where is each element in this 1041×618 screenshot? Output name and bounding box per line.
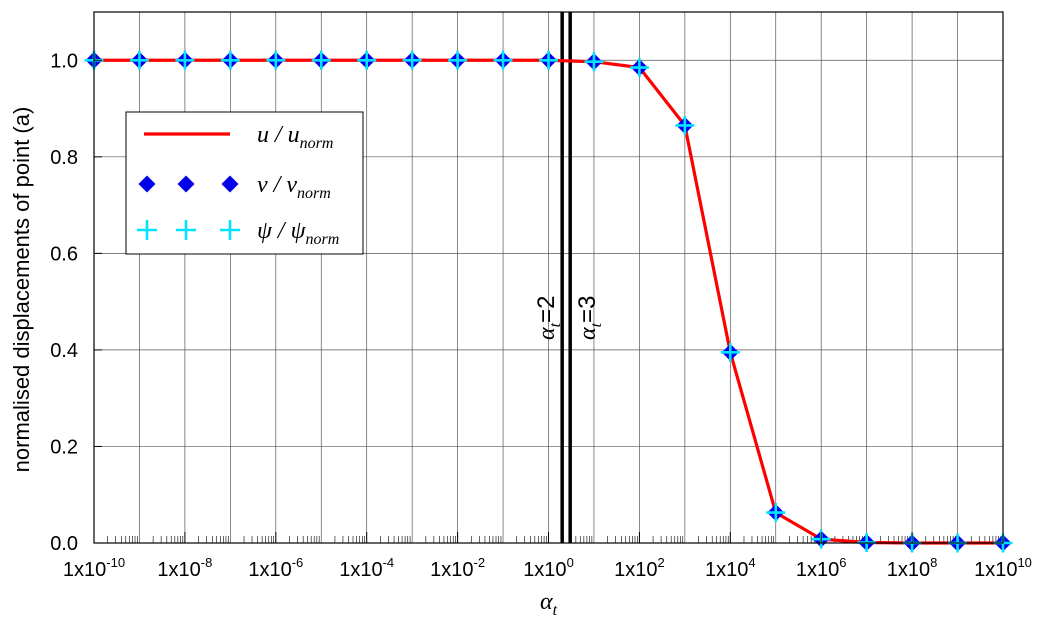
series-markers bbox=[84, 50, 1013, 553]
y-tick-label: 1.0 bbox=[50, 50, 78, 72]
y-tick-label: 0.4 bbox=[50, 340, 78, 362]
legend-box bbox=[125, 111, 364, 255]
y-tick-label: 0.0 bbox=[50, 533, 78, 555]
x-tick-label: 1x10-4 bbox=[339, 555, 394, 581]
x-tick-label: 1x100 bbox=[523, 555, 574, 581]
x-tick-exponent: -6 bbox=[292, 555, 304, 570]
x-tick-mantissa: 1x10 bbox=[248, 559, 291, 581]
legend-label-base: u bbox=[257, 122, 269, 148]
series-psi-point bbox=[675, 115, 695, 135]
legend-label: ψ / ψnorm bbox=[257, 218, 339, 248]
series-psi-point bbox=[266, 50, 286, 70]
x-tick-label: 1x10-8 bbox=[157, 555, 212, 581]
vertical-line-label-sub: t bbox=[588, 322, 605, 327]
series-psi-point bbox=[539, 50, 558, 70]
vertical-line-label-base: α bbox=[534, 327, 560, 340]
vertical-line-label-base: α bbox=[575, 327, 601, 340]
legend-swatch-plus bbox=[176, 220, 196, 240]
x-tick-label: 1x10-10 bbox=[63, 555, 125, 581]
series-psi-point bbox=[766, 503, 786, 523]
legend-label-base2: u bbox=[288, 122, 300, 148]
x-tick-label: 1x102 bbox=[614, 555, 665, 581]
legend-label-base: ψ bbox=[257, 218, 273, 244]
x-axis-title: αt bbox=[540, 589, 558, 618]
x-tick-exponent: -10 bbox=[106, 555, 125, 570]
x-tick-exponent: 8 bbox=[930, 555, 937, 570]
legend-label: v / vnorm bbox=[257, 172, 331, 202]
legend-label-sub: norm bbox=[305, 231, 339, 248]
legend-label-base: v bbox=[257, 172, 268, 198]
x-tick-labels: 1x10-10 1x10-8 1x10-6 1x10-4 1x10-2 1x100 1x10… bbox=[63, 532, 1032, 581]
legend-swatch-diamond bbox=[221, 175, 239, 193]
vertical-line-label: αt=2 bbox=[533, 296, 564, 340]
y-tick-labels: 0.0 0.2 0.4 0.6 0.8 1.0 bbox=[50, 50, 102, 555]
legend-swatch-plus bbox=[137, 220, 157, 240]
x-tick-mantissa: 1x10 bbox=[887, 559, 930, 581]
legend-label-base2: ψ bbox=[291, 218, 307, 244]
series-psi-point bbox=[584, 52, 604, 72]
x-tick-exponent: 10 bbox=[1017, 555, 1031, 570]
x-tick-exponent: -8 bbox=[201, 555, 213, 570]
x-tick-mantissa: 1x10 bbox=[614, 559, 657, 581]
x-axis-title-sub: t bbox=[553, 602, 558, 618]
x-tick-mantissa: 1x10 bbox=[523, 559, 566, 581]
legend-label-sep: / bbox=[269, 122, 288, 148]
x-tick-exponent: 0 bbox=[567, 555, 574, 570]
legend-swatch-plus bbox=[220, 220, 240, 240]
x-tick-label: 1x108 bbox=[887, 555, 938, 581]
x-tick-mantissa: 1x10 bbox=[430, 559, 473, 581]
y-axis-title: normalised displacements of point (a) bbox=[9, 107, 34, 473]
series-psi-point bbox=[311, 50, 331, 70]
x-tick-exponent: 6 bbox=[839, 555, 846, 570]
y-tick-label: 0.8 bbox=[50, 147, 78, 169]
vertical-marker-lines: αt=2αt=3 bbox=[533, 12, 605, 543]
vertical-line-label-value: =3 bbox=[574, 296, 601, 323]
legend-swatch-diamond bbox=[138, 175, 156, 193]
x-axis-title-base: α bbox=[540, 589, 553, 615]
vertical-line-label-value: =2 bbox=[533, 296, 560, 323]
series-psi-point bbox=[493, 50, 513, 70]
vertical-line-label-sub: t bbox=[547, 322, 564, 327]
x-tick-exponent: -2 bbox=[474, 555, 486, 570]
legend-label: u / unorm bbox=[257, 122, 333, 152]
series-psi-point bbox=[175, 50, 195, 70]
legend-label-base2: v bbox=[286, 172, 297, 198]
x-tick-label: 1x104 bbox=[705, 555, 756, 581]
series-psi-point bbox=[448, 50, 468, 70]
x-tick-exponent: 4 bbox=[748, 555, 755, 570]
legend-label-sep: / bbox=[268, 172, 287, 198]
legend-label-sep: / bbox=[272, 218, 291, 244]
y-tick-label: 0.2 bbox=[50, 436, 78, 458]
x-tick-mantissa: 1x10 bbox=[796, 559, 839, 581]
legend-label-sub: norm bbox=[300, 135, 334, 152]
x-tick-label: 1x10-6 bbox=[248, 555, 303, 581]
series-psi-point bbox=[629, 58, 649, 78]
x-tick-label: 1x1010 bbox=[974, 555, 1032, 581]
legend-swatch-diamond bbox=[177, 175, 195, 193]
series-psi-point bbox=[720, 342, 740, 362]
series-psi-point bbox=[357, 50, 377, 70]
x-tick-label: 1x10-2 bbox=[430, 555, 485, 581]
legend-label-sub: norm bbox=[297, 185, 331, 202]
vertical-line-label: αt=3 bbox=[574, 296, 605, 340]
grid bbox=[93, 12, 1004, 544]
x-tick-exponent: 2 bbox=[657, 555, 664, 570]
x-tick-mantissa: 1x10 bbox=[705, 559, 748, 581]
x-tick-label: 1x106 bbox=[796, 555, 847, 581]
x-tick-exponent: -4 bbox=[383, 555, 395, 570]
x-tick-mantissa: 1x10 bbox=[974, 559, 1017, 581]
x-tick-mantissa: 1x10 bbox=[157, 559, 200, 581]
x-tick-mantissa: 1x10 bbox=[63, 559, 106, 581]
y-tick-label: 0.6 bbox=[50, 243, 78, 265]
series-psi-point bbox=[129, 50, 149, 70]
series-psi-point bbox=[402, 50, 422, 70]
x-tick-mantissa: 1x10 bbox=[339, 559, 382, 581]
series-psi-point bbox=[220, 50, 240, 70]
